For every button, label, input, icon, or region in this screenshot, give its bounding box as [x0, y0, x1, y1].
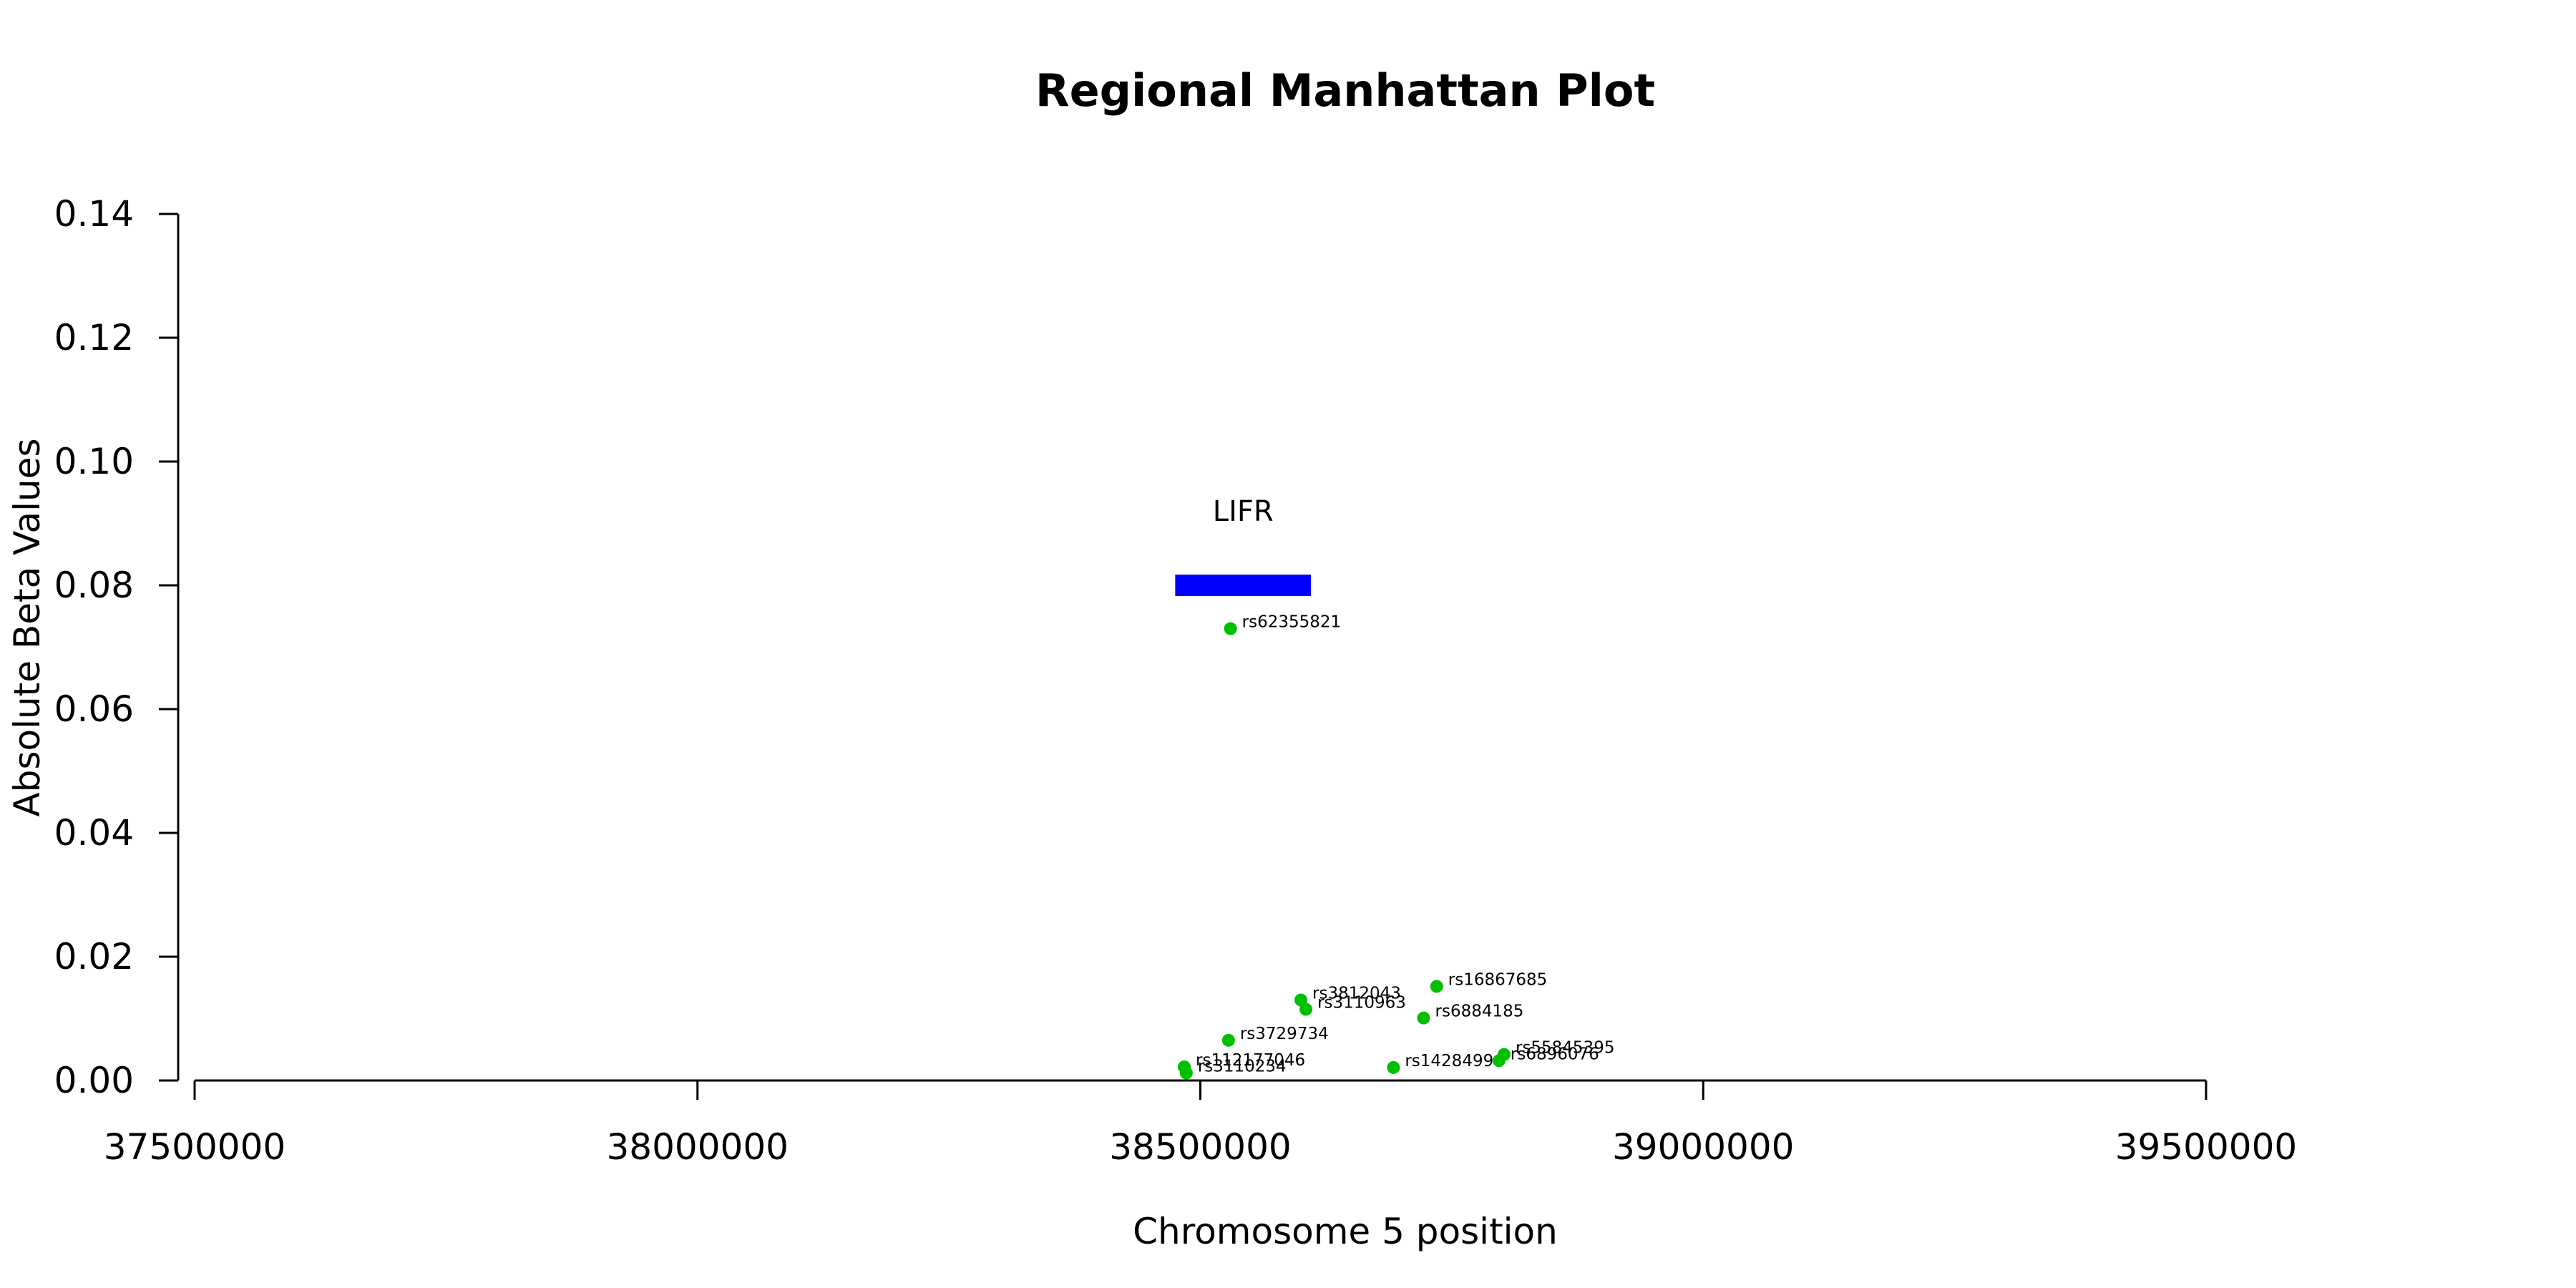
gene-track: LIFR [1175, 495, 1312, 596]
x-axis-label: Chromosome 5 position [1133, 1211, 1558, 1252]
x-tick-label: 38500000 [1109, 1126, 1292, 1168]
snp-point [1299, 1002, 1313, 1016]
snp-label: rs112177046 [1196, 1051, 1305, 1070]
snp-point [1224, 622, 1237, 635]
y-tick-label: 0.14 [54, 193, 134, 235]
snp-label: rs3110234 [1198, 1058, 1287, 1076]
snp-label: rs3729734 [1240, 1025, 1329, 1043]
snp-label: rs62355821 [1242, 613, 1342, 632]
y-tick-label: 0.12 [54, 317, 134, 358]
y-tick-label: 0.04 [54, 812, 134, 854]
snp-label: rs3110963 [1317, 994, 1406, 1013]
snp-point [1430, 980, 1443, 993]
y-tick-label: 0.06 [54, 688, 134, 730]
chart-title: Regional Manhattan Plot [1035, 64, 1655, 117]
snp-label: rs16867685 [1448, 971, 1548, 990]
snp-label: rs1428499 [1405, 1052, 1493, 1070]
snp-point [1492, 1054, 1506, 1068]
snp-label: rs3812043 [1312, 985, 1401, 1003]
snp-point [1387, 1060, 1400, 1074]
snp-label: rs55845395 [1516, 1039, 1615, 1058]
y-axis: 0.00 0.02 0.04 0.06 0.08 0.10 0.12 0.14 [54, 193, 180, 1101]
snp-label: rs6896076 [1511, 1045, 1599, 1063]
gene-bar [1175, 575, 1312, 596]
x-tick-label: 39500000 [2115, 1126, 2298, 1168]
x-tick-label: 37500000 [104, 1126, 286, 1168]
snp-label: rs6884185 [1435, 1002, 1524, 1021]
y-tick-label: 0.00 [54, 1060, 134, 1101]
x-axis: 37500000 38000000 38500000 39000000 39500000 [104, 1079, 2298, 1168]
y-tick-label: 0.02 [54, 936, 134, 977]
snp-point [1417, 1011, 1430, 1025]
snp-point [1179, 1066, 1193, 1080]
y-axis-label: Absolute Beta Values [6, 439, 48, 817]
gene-label: LIFR [1213, 495, 1274, 528]
snp-point [1221, 1033, 1235, 1047]
y-tick-label: 0.08 [54, 565, 134, 606]
x-tick-label: 39000000 [1612, 1126, 1795, 1168]
y-tick-label: 0.10 [54, 441, 134, 482]
x-tick-label: 38000000 [607, 1126, 789, 1168]
